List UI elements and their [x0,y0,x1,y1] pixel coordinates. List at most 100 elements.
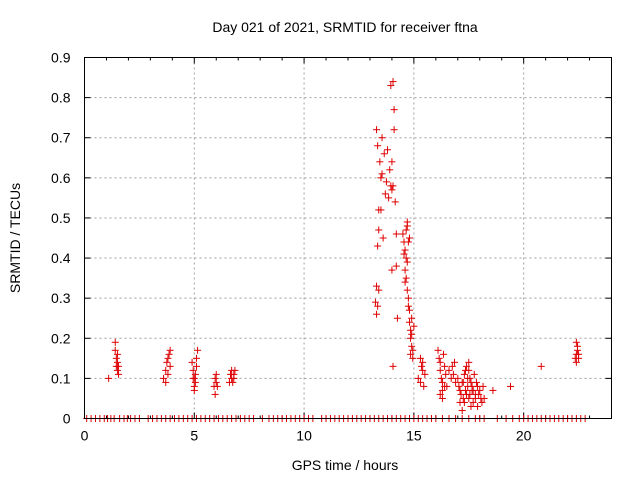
data-point [404,302,412,310]
data-point [189,366,197,374]
data-point [450,358,458,366]
data-point [401,246,409,254]
data-point [213,382,221,390]
data-point [407,326,415,334]
data-point [402,274,410,282]
data-point [230,374,238,382]
data-point [455,382,463,390]
data-point [404,238,412,246]
data-point [410,322,418,330]
data-point [438,378,446,386]
data-point [231,366,239,374]
data-point [392,262,400,270]
plot-frame [84,57,612,419]
data-point [467,402,475,410]
data-point [436,390,444,398]
x-tick-label: 10 [296,428,312,444]
data-point [112,354,120,362]
data-point [454,374,462,382]
data-point [105,374,113,382]
data-point [573,342,581,350]
data-point [458,406,466,414]
data-point [190,386,198,394]
data-point [377,206,385,214]
data-point [405,234,413,242]
data-point [388,158,396,166]
data-point [386,166,394,174]
chart-title: Day 021 of 2021, SRMTID for receiver ftn… [212,19,478,35]
y-tick-label: 0 [63,411,71,427]
data-point [459,378,467,386]
y-tick-label: 0.6 [51,170,71,186]
data-point [466,374,474,382]
data-point [419,366,427,374]
data-point [419,358,427,366]
data-point [402,226,410,234]
data-point [572,338,580,346]
x-tick-label: 15 [406,428,422,444]
data-point [375,286,383,294]
data-point [373,310,381,318]
data-point [392,230,400,238]
data-point [403,258,411,266]
data-point [470,370,478,378]
data-point [376,158,384,166]
data-point [452,378,460,386]
data-point [463,390,471,398]
data-point [379,234,387,242]
data-point [385,194,393,202]
data-point [448,362,456,370]
data-point [384,146,392,154]
data-point [575,350,583,358]
data-point [472,378,480,386]
data-point [474,402,482,410]
data-point [191,378,199,386]
data-point [479,382,487,390]
data-point [416,378,424,386]
data-point [421,370,429,378]
data-point [373,126,381,134]
data-point [408,314,416,322]
data-point [371,298,379,306]
data-point [537,362,545,370]
data-point [166,362,174,370]
data-point [374,242,382,250]
data-point [189,374,197,382]
data-point [191,370,199,378]
data-point [400,250,408,258]
data-point [192,362,200,370]
data-point [382,178,390,186]
data-point [464,382,472,390]
data-point [165,350,173,358]
data-point [405,318,413,326]
data-point [480,394,488,402]
y-tick-label: 0.7 [51,130,71,146]
data-point [111,346,119,354]
data-point [212,370,220,378]
data-point [113,350,121,358]
data-point [436,366,444,374]
data-point [378,170,386,178]
data-point [374,302,382,310]
data-point [403,286,411,294]
data-point [408,330,416,338]
data-point [468,386,476,394]
data-point [113,366,121,374]
data-point [489,386,497,394]
data-point [387,82,395,90]
grid-lines [84,57,612,419]
data-point [390,106,398,114]
data-point [166,346,174,354]
data-point [476,386,484,394]
data-point [403,218,411,226]
y-tick-label: 0.1 [51,370,71,386]
data-point [389,362,397,370]
data-point [407,334,415,342]
x-tick-label: 0 [81,428,89,444]
data-point [461,386,469,394]
data-point [445,366,453,374]
data-point [115,370,123,378]
data-point [375,226,383,234]
data-point [434,346,442,354]
